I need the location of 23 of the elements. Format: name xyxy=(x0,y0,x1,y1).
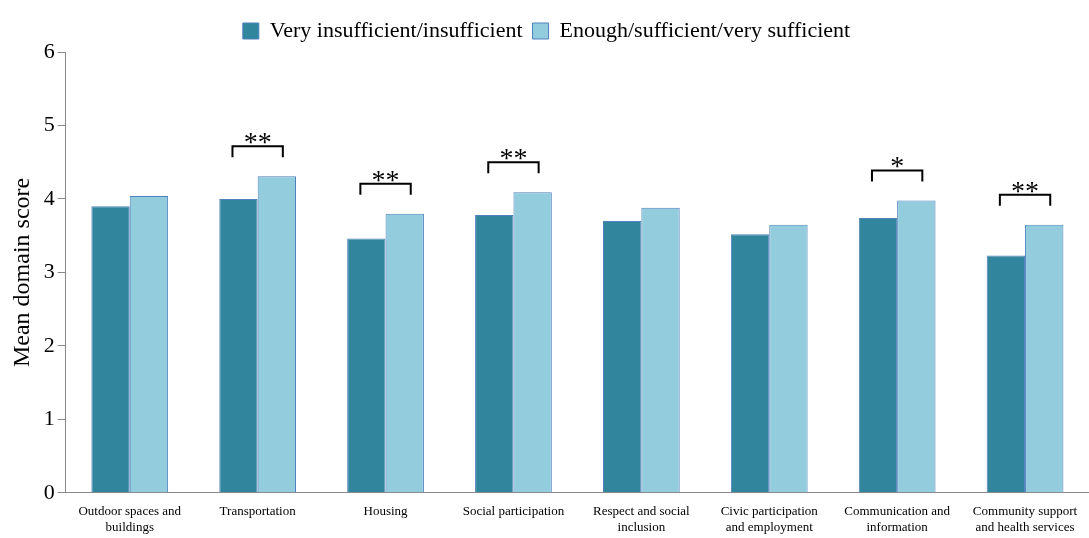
x-tick-label: Transportation xyxy=(219,503,297,519)
x-tick-label: Respect and social inclusion xyxy=(592,503,691,534)
y-tick-label: 2 xyxy=(43,331,55,357)
y-tick-label: 1 xyxy=(43,405,55,431)
annotation: ** xyxy=(499,142,528,174)
y-axis-title: Mean domain score xyxy=(7,177,34,368)
y-tick-label: 5 xyxy=(43,111,55,137)
x-tick-label: Outdoor spaces and buildings xyxy=(78,503,182,534)
legend-label: Enough/sufficient/very sufficient xyxy=(559,16,851,42)
y-tick-label: 4 xyxy=(43,184,55,210)
x-tick-label: Housing xyxy=(363,503,409,519)
annotation: ** xyxy=(243,126,272,158)
x-tick-label: Social participation xyxy=(462,503,565,519)
y-tick-label: 6 xyxy=(43,37,55,63)
annotation: ** xyxy=(371,163,400,195)
annotation: * xyxy=(890,150,905,182)
annotation: ** xyxy=(1011,174,1040,206)
x-tick-label: Communication and information xyxy=(844,503,951,534)
y-tick-label: 3 xyxy=(43,258,55,284)
x-tick-label: Civic participation and employment xyxy=(720,503,819,534)
y-tick-label: 0 xyxy=(43,478,55,504)
x-tick-label: Community support and health services xyxy=(972,503,1078,534)
legend-label: Very insufficient/insufficient xyxy=(269,16,523,42)
